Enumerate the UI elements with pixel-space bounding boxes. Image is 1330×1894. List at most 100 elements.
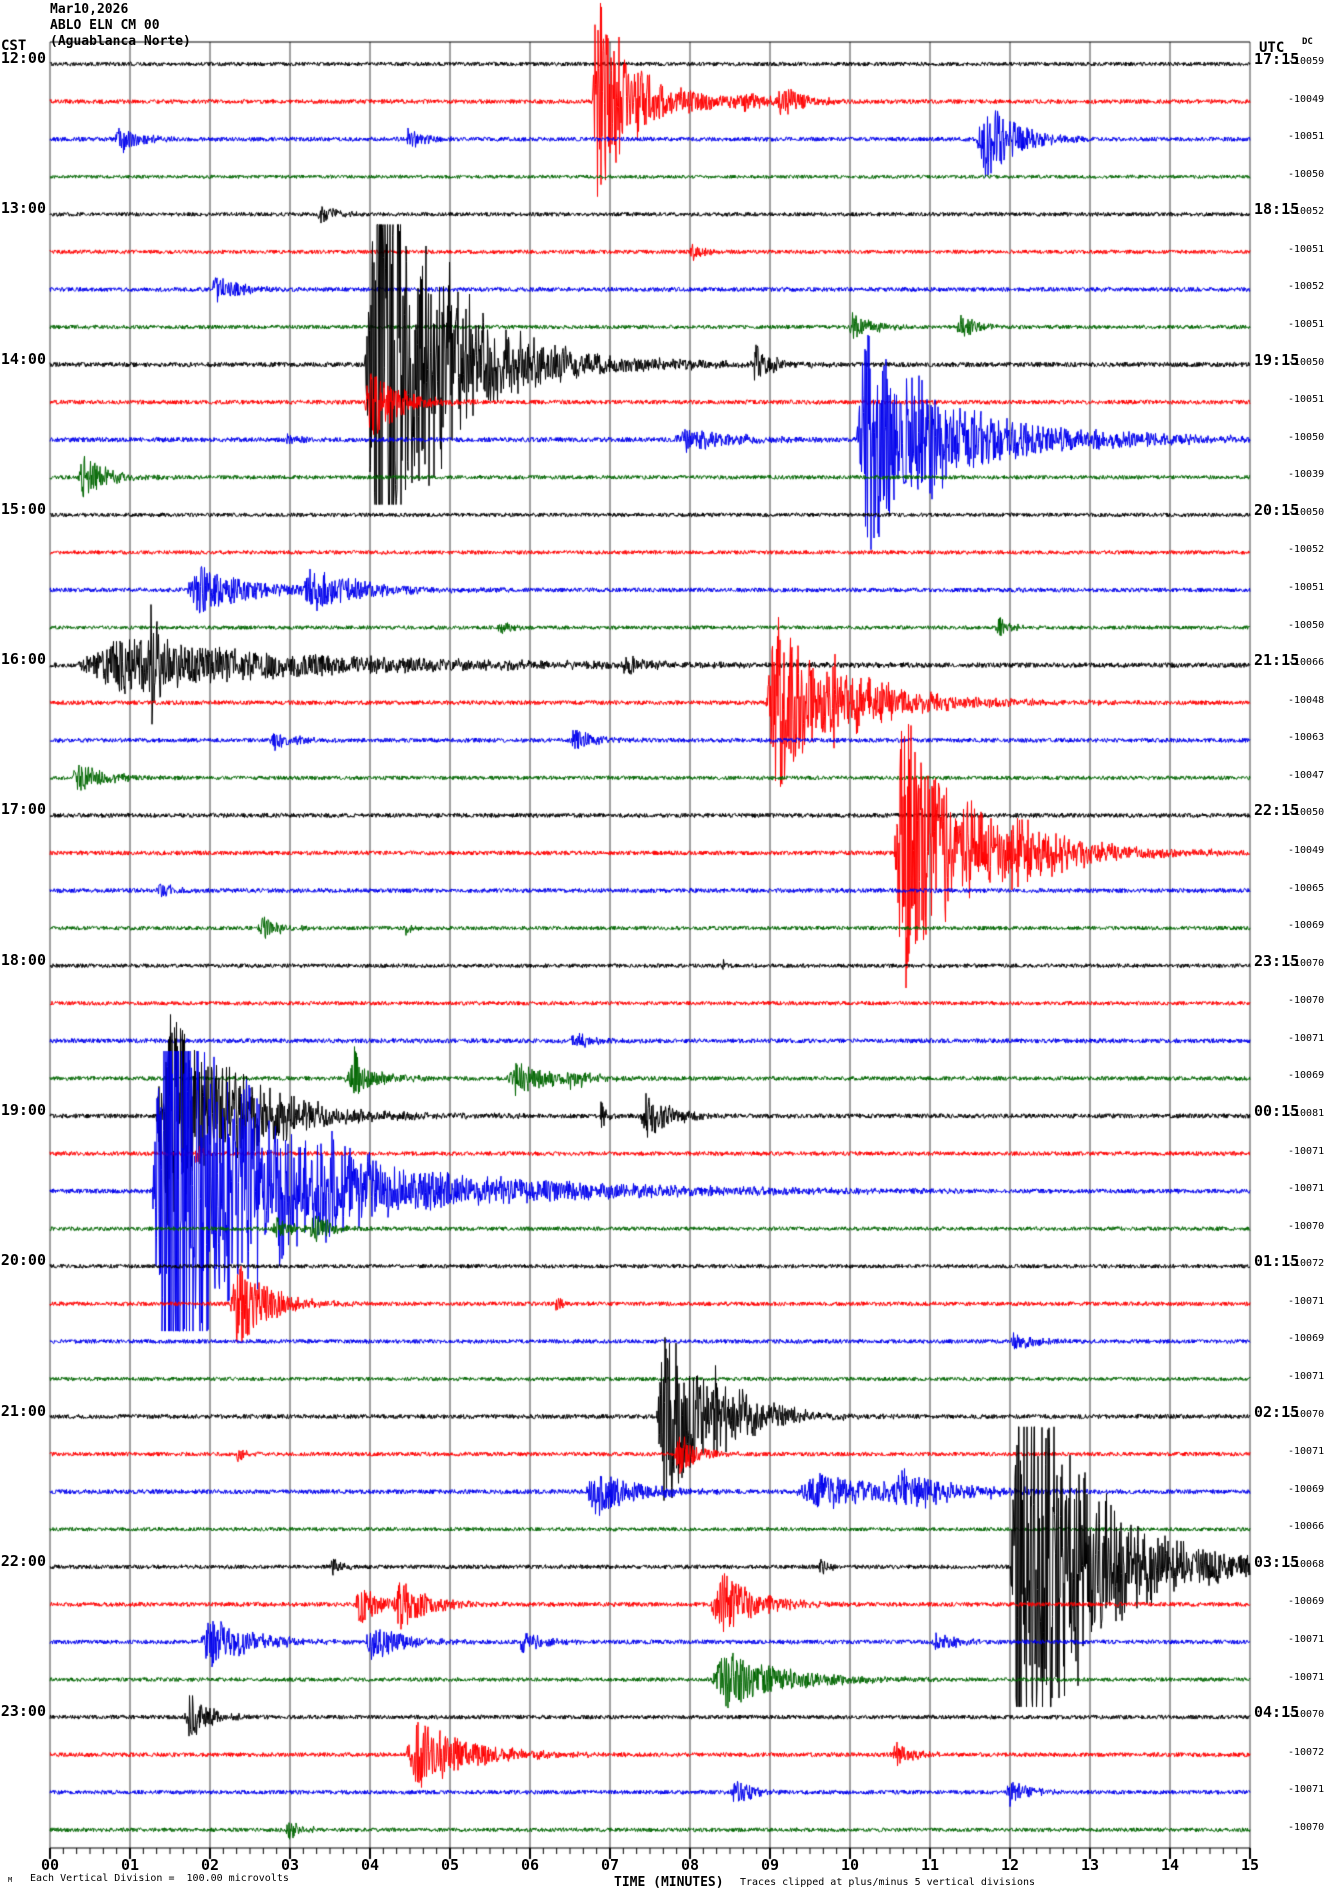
utc-hour-label: 04:15 (1254, 1703, 1300, 1722)
dc-offset-value: -10070 (1288, 1220, 1325, 1232)
dc-offset-value: -10051 (1288, 131, 1325, 143)
dc-offset-value: -10071 (1288, 1784, 1325, 1796)
dc-offset-value: -10050 (1288, 506, 1325, 518)
utc-hour-label: 17:15 (1254, 50, 1300, 68)
x-tick-label: 07 (600, 1856, 620, 1874)
dc-offset-value: -10051 (1288, 581, 1325, 593)
utc-hour-label: 03:15 (1254, 1552, 1300, 1571)
utc-hour-label: 22:15 (1254, 801, 1300, 820)
x-tick-label: 12 (1000, 1856, 1020, 1874)
station-code: ABLO ELN CM 00 (50, 18, 160, 33)
dc-offset-value: -10052 (1288, 281, 1325, 293)
clip-note: Traces clipped at plus/minus 5 vertical … (740, 1877, 1036, 1888)
dc-offset-value: -10050 (1288, 356, 1325, 368)
x-tick-label: 03 (280, 1856, 300, 1874)
corner-mark: M (8, 1876, 13, 1884)
station-name: (Aguablanca Norte) (50, 34, 191, 49)
dc-offset-value: -10069 (1288, 1333, 1325, 1345)
dc-offset-value: -10052 (1288, 544, 1325, 556)
dc-offset-value: -10069 (1288, 920, 1325, 932)
x-tick-label: 05 (440, 1856, 460, 1874)
x-tick-label: 15 (1240, 1856, 1260, 1874)
dc-offset-value: -10065 (1288, 882, 1325, 894)
dc-offset-value: -10071 (1288, 1032, 1325, 1044)
cst-hour-label: 19:00 (0, 1100, 46, 1119)
x-tick-label: 09 (760, 1856, 780, 1874)
dc-offset-value: -10051 (1288, 243, 1325, 255)
dc-offset-value: -10070 (1288, 957, 1325, 969)
dc-offset-value: -10050 (1288, 168, 1325, 180)
x-tick-label: 08 (680, 1856, 700, 1874)
cst-hour-label: 18:00 (0, 950, 46, 969)
x-tick-label: 14 (1160, 1856, 1180, 1874)
dc-offset-value: -10050 (1288, 807, 1325, 819)
cst-hour-label: 14:00 (0, 349, 46, 368)
dc-offset-value: -10050 (1288, 431, 1325, 443)
dc-offset-value: -10070 (1288, 1709, 1325, 1721)
x-tick-label: 02 (200, 1856, 220, 1874)
dc-offset-value: -10071 (1288, 1446, 1325, 1458)
dc-offset-value: -10052 (1288, 206, 1325, 218)
dc-offset-value: -10070 (1288, 995, 1325, 1007)
dc-offset-value: -10048 (1288, 694, 1325, 706)
x-tick-label: 00 (40, 1856, 60, 1874)
cst-hour-label: 20:00 (0, 1251, 46, 1270)
dc-offset-value: -10049 (1288, 93, 1325, 105)
cst-hour-label: 13:00 (0, 199, 46, 218)
x-tick-label: 06 (520, 1856, 540, 1874)
dc-offset-value: -10072 (1288, 1258, 1325, 1270)
dc-offset-value: -10049 (1288, 844, 1325, 856)
cst-hour-label: 22:00 (0, 1551, 46, 1570)
dc-offset-value: -10071 (1288, 1633, 1325, 1645)
dc-offset-value: -10071 (1288, 1145, 1325, 1157)
dc-offset-value: -10050 (1288, 619, 1325, 631)
record-date: Mar10,2026 (50, 2, 129, 17)
dc-offset-value: -10071 (1288, 1671, 1325, 1683)
cst-hour-label: 12:00 (0, 49, 46, 67)
dc-offset-value: -10066 (1288, 657, 1325, 669)
dc-offset-value: -10039 (1288, 469, 1325, 481)
x-tick-label: 10 (840, 1856, 860, 1874)
utc-hour-label: 23:15 (1254, 951, 1300, 970)
dc-offset-value: -10051 (1288, 394, 1325, 406)
cst-hour-label: 21:00 (0, 1401, 46, 1420)
dc-offset-value: -10069 (1288, 1070, 1325, 1082)
utc-hour-label: 20:15 (1254, 500, 1300, 519)
dc-offset-value: -10051 (1288, 318, 1325, 330)
x-tick-label: 01 (120, 1856, 140, 1874)
utc-hour-label: 01:15 (1254, 1252, 1300, 1271)
utc-hour-label: 02:15 (1254, 1402, 1300, 1421)
cst-hour-label: 17:00 (0, 800, 46, 819)
x-tick-label: 04 (360, 1856, 380, 1874)
utc-hour-label: 00:15 (1254, 1101, 1300, 1120)
dc-offset-value: -10069 (1288, 1483, 1325, 1495)
cst-hour-label: 23:00 (0, 1702, 46, 1721)
utc-hour-label: 21:15 (1254, 651, 1300, 670)
dc-offset-value: -10047 (1288, 769, 1325, 781)
dc-offset-value: -10070 (1288, 1821, 1325, 1833)
dc-offset-value: -10059 (1288, 56, 1325, 67)
cst-hour-label: 16:00 (0, 650, 46, 669)
x-tick-label: 11 (920, 1856, 940, 1874)
dc-offset-value: -10072 (1288, 1746, 1325, 1758)
dc-offset-value: -10071 (1288, 1183, 1325, 1195)
utc-hour-label: 18:15 (1254, 200, 1300, 219)
dc-offset-value: -10066 (1288, 1521, 1325, 1533)
utc-hour-label: 19:15 (1254, 350, 1300, 369)
x-tick-label: 13 (1080, 1856, 1100, 1874)
dc-offset-value: -10071 (1288, 1295, 1325, 1307)
x-axis-label: TIME (MINUTES) (614, 1875, 724, 1890)
scale-note: Each Vertical Division = 100.00 microvol… (30, 1873, 289, 1884)
dc-offset-value: -10068 (1288, 1558, 1325, 1570)
dc-offset-value: -10071 (1288, 1370, 1325, 1382)
dc-offset-value: -10069 (1288, 1596, 1325, 1608)
dc-offset-value: -10063 (1288, 732, 1325, 744)
dc-offset-value: -10070 (1288, 1408, 1325, 1420)
cst-hour-label: 15:00 (0, 499, 46, 518)
left-timezone-header: CST (1, 38, 27, 54)
right-timezone-header: UTC (1259, 40, 1285, 56)
dc-offset-header: DC (1302, 37, 1313, 47)
dc-offset-value: -10081 (1288, 1107, 1325, 1119)
